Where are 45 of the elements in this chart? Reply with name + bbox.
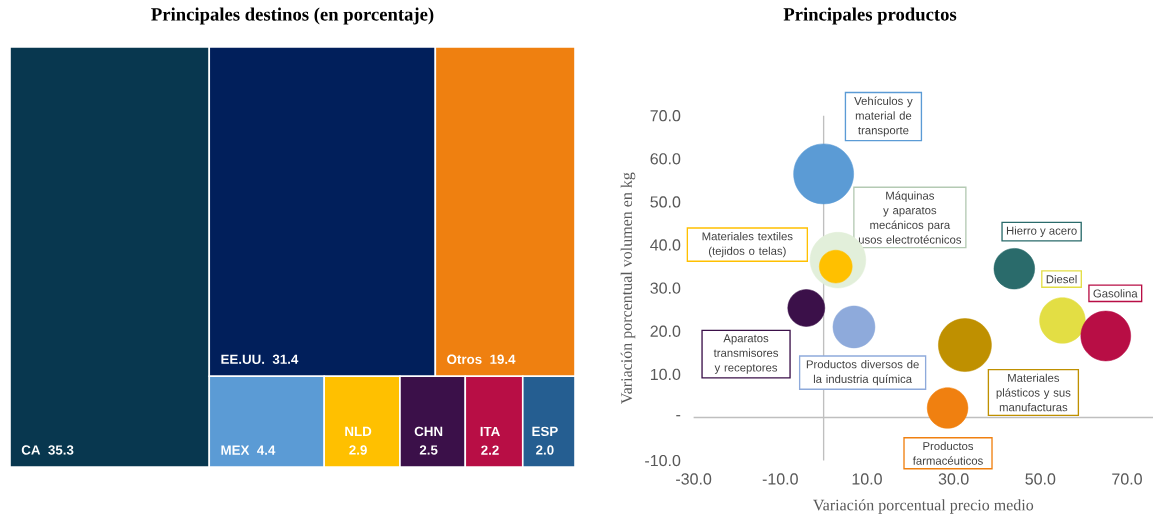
chart-title: Principales productos bbox=[783, 7, 957, 25]
data-label: 2.5 bbox=[419, 445, 438, 455]
category-label: ITA bbox=[480, 426, 500, 437]
data-label: 4.4 bbox=[257, 445, 276, 455]
series-label: Máquinas y aparatos mecánicos para usos electrotécnicos bbox=[858, 191, 962, 244]
text: Aparatos transmisores y receptores bbox=[713, 334, 779, 374]
text: Materiales textiles (tejidos o telas) bbox=[702, 231, 793, 258]
data-label: 35.3 bbox=[48, 445, 74, 455]
x-tick-label: -30.0 bbox=[676, 473, 712, 485]
category-label: CHN bbox=[414, 426, 443, 437]
x-tick-label: 70.0 bbox=[1112, 473, 1142, 485]
data-label: 2.2 bbox=[481, 445, 499, 455]
data-label: 19.4 bbox=[490, 354, 516, 364]
text: Vehículos y material de transporte bbox=[854, 96, 913, 137]
x-tick-label: -10.0 bbox=[762, 473, 798, 485]
category-label: MEX bbox=[221, 445, 250, 455]
data-label: 2.9 bbox=[349, 445, 367, 455]
category-label: Otros bbox=[447, 354, 482, 364]
y-tick-label: 20.0 bbox=[650, 325, 681, 337]
text: Productos diversos de la industria química bbox=[806, 360, 919, 386]
y-tick-label: 10.0 bbox=[650, 368, 681, 381]
y-tick-label: 40.0 bbox=[650, 239, 681, 251]
y-tick-label: 60.0 bbox=[650, 153, 681, 165]
category-label: ESP bbox=[532, 426, 558, 437]
x-tick-label: 50.0 bbox=[1025, 473, 1056, 485]
category-label: NLD bbox=[345, 426, 372, 436]
text: Productos farmacéuticos bbox=[912, 441, 983, 465]
series-label: Diesel bbox=[1046, 274, 1077, 284]
x-tick-label: 30.0 bbox=[938, 473, 969, 485]
y-tick-label: - bbox=[676, 415, 681, 417]
y-axis-title: Variación porcentual volumen en kg bbox=[620, 172, 636, 404]
y-tick-label: -10.0 bbox=[645, 454, 681, 467]
text: Materiales plásticos y sus manufacturas bbox=[996, 373, 1071, 412]
x-tick-label: 10.0 bbox=[852, 473, 882, 485]
y-tick-label: 70.0 bbox=[650, 110, 681, 122]
y-tick-label: 50.0 bbox=[650, 196, 681, 208]
data-label: 2.0 bbox=[536, 445, 554, 455]
x-axis-title: Variación porcentual precio medio bbox=[813, 499, 1034, 514]
y-tick-label: 30.0 bbox=[650, 282, 681, 294]
data-label: 31.4 bbox=[272, 354, 299, 364]
category-label: CA bbox=[21, 445, 41, 455]
series-label: Hierro y acero bbox=[1006, 226, 1077, 237]
text: Principales destinos (en porcentaje) bbox=[151, 7, 434, 25]
category-label: EE.UU. bbox=[221, 354, 265, 364]
series-label: Gasolina bbox=[1093, 289, 1138, 298]
